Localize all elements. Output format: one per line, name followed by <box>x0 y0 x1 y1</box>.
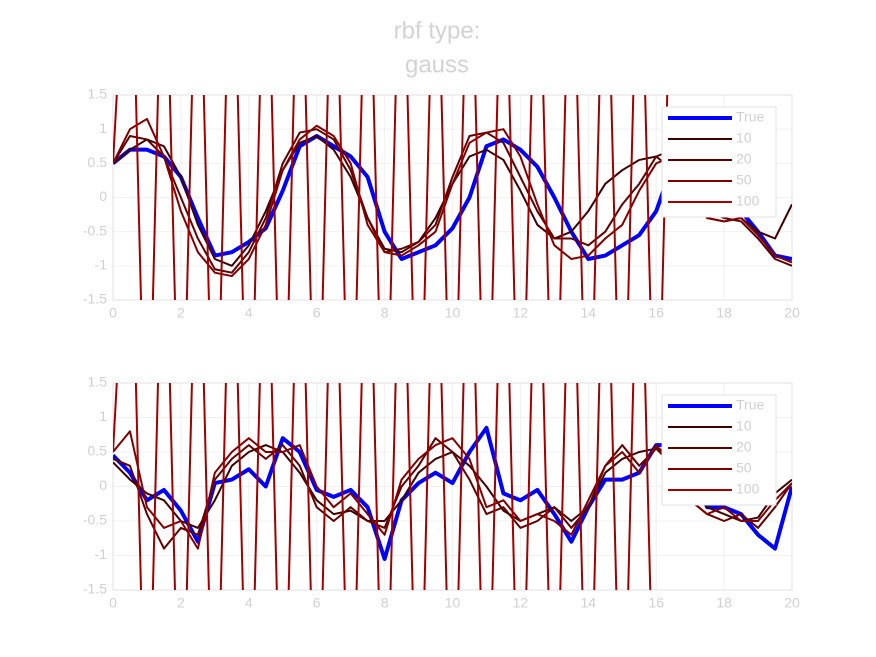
legend-label: 50 <box>736 172 752 188</box>
legend-label: 50 <box>736 460 752 476</box>
x-tick-label: 6 <box>313 305 321 321</box>
legend-label: 100 <box>736 481 760 497</box>
x-tick-label: 20 <box>784 305 800 321</box>
y-tick-label: 0 <box>99 188 107 204</box>
x-tick-label: 18 <box>716 305 732 321</box>
legend-label: True <box>736 109 764 125</box>
x-tick-label: 10 <box>445 305 461 321</box>
legend-label: True <box>736 397 764 413</box>
y-tick-label: -1.5 <box>83 581 107 597</box>
x-tick-label: 20 <box>784 595 800 611</box>
legend-label: 100 <box>736 193 760 209</box>
x-tick-label: 16 <box>648 305 664 321</box>
x-tick-label: 4 <box>245 305 253 321</box>
legend-label: 10 <box>736 130 752 146</box>
x-tick-label: 4 <box>245 595 253 611</box>
legend-label: 20 <box>736 439 752 455</box>
x-tick-label: 14 <box>581 305 597 321</box>
figure-title: gauss <box>405 51 469 78</box>
series-line <box>113 95 669 300</box>
x-tick-label: 6 <box>313 595 321 611</box>
x-tick-label: 8 <box>381 305 389 321</box>
x-tick-label: 12 <box>513 305 529 321</box>
y-tick-label: 1 <box>99 120 107 136</box>
y-tick-label: 0.5 <box>88 443 108 459</box>
x-tick-label: 18 <box>716 595 732 611</box>
x-tick-label: 0 <box>109 305 117 321</box>
legend-label: 20 <box>736 151 752 167</box>
x-tick-label: 2 <box>177 595 185 611</box>
x-tick-label: 2 <box>177 305 185 321</box>
axes-box <box>112 94 793 301</box>
x-tick-label: 12 <box>513 595 529 611</box>
y-tick-label: -1 <box>95 546 108 562</box>
legend-box <box>661 394 777 506</box>
y-tick-label: 0.5 <box>88 154 108 170</box>
y-tick-label: 1.5 <box>88 374 108 390</box>
x-tick-label: 10 <box>445 595 461 611</box>
y-tick-label: 1 <box>99 408 107 424</box>
x-tick-label: 0 <box>109 595 117 611</box>
y-tick-label: -1 <box>95 257 108 273</box>
legend-box <box>661 106 777 218</box>
x-tick-label: 16 <box>648 595 664 611</box>
y-tick-label: -1.5 <box>83 291 107 307</box>
y-tick-label: -0.5 <box>83 222 107 238</box>
figure-title: rbf type: <box>394 17 481 44</box>
y-tick-label: 1.5 <box>88 86 108 102</box>
y-tick-label: -0.5 <box>83 512 107 528</box>
legend-label: 10 <box>736 418 752 434</box>
y-tick-label: 0 <box>99 477 107 493</box>
x-tick-label: 14 <box>581 595 597 611</box>
x-tick-label: 8 <box>381 595 389 611</box>
